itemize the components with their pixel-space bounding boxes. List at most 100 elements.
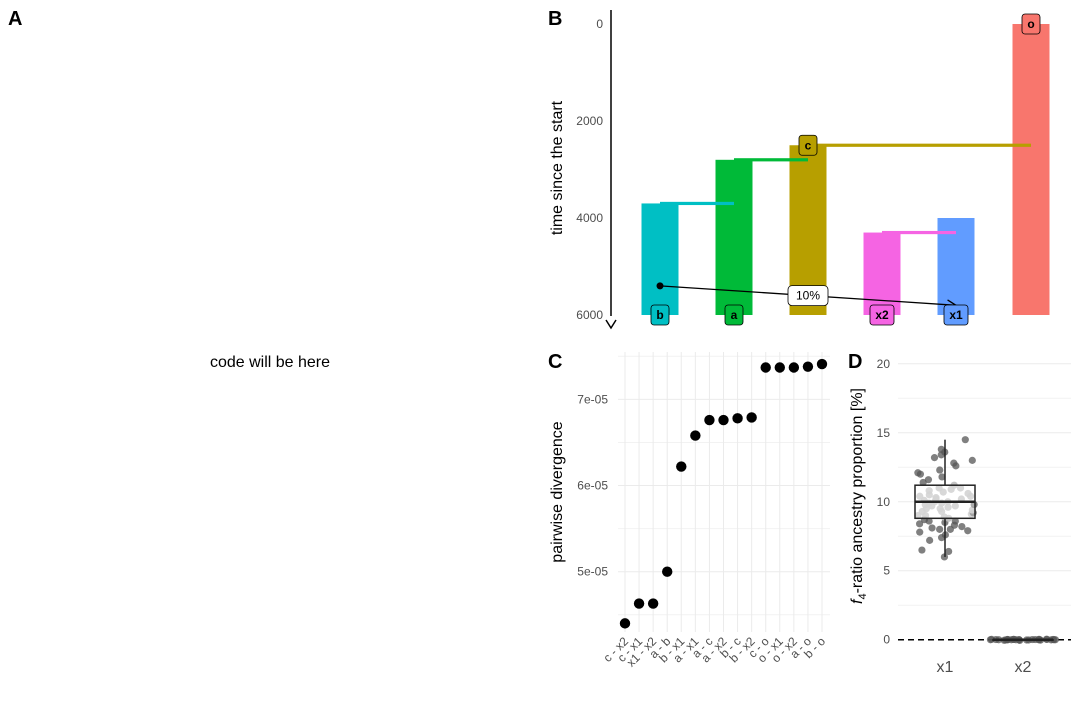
split-line-o-c <box>808 143 1031 147</box>
split-line-x1-x2 <box>882 230 956 235</box>
f4-point-x1 <box>956 484 965 492</box>
split-line-c-a <box>734 158 808 162</box>
div-point <box>647 598 659 609</box>
tree-y-tick-label: 2000 <box>576 114 603 128</box>
pop-branch-o <box>1012 24 1050 315</box>
tip-label-box-c <box>798 134 818 156</box>
panel-b-tree: time since the start 0 2000 4000 6000 10% b a… <box>549 10 1050 330</box>
f4-y-tick-label: 0 <box>883 633 890 647</box>
f4-point-x1 <box>936 466 944 474</box>
split-line-a-b <box>660 201 734 206</box>
f4-point-x1 <box>968 456 976 464</box>
pop-branch-b <box>641 203 679 315</box>
div-point <box>633 598 645 609</box>
tip-label-a: a <box>731 308 738 322</box>
tip-label-box-o <box>1021 13 1041 35</box>
f4-point-x1 <box>918 546 926 554</box>
f4-y-tick-label: 5 <box>883 564 890 578</box>
div-y-tick-label: 7e-05 <box>577 392 608 406</box>
tree-y-tick-label: 4000 <box>576 211 603 225</box>
f4-point-x1 <box>919 478 927 487</box>
divergence-y-axis-title: pairwise divergence <box>549 421 566 563</box>
f4-point-x1 <box>916 528 924 536</box>
f4-point-x1 <box>944 503 952 511</box>
div-point <box>619 618 631 629</box>
gene-flow-label-box <box>787 285 829 307</box>
f4-y-tick-label: 15 <box>877 426 891 440</box>
f4-point-x1 <box>951 502 959 510</box>
f4-point-x1 <box>964 527 972 535</box>
f4-point-x1 <box>914 469 922 477</box>
f4-point-x1 <box>915 520 924 528</box>
f4-point-x1 <box>945 547 953 556</box>
panel-label-d: D <box>848 351 862 373</box>
panel-label-b: B <box>548 8 562 30</box>
div-point <box>746 412 757 423</box>
tree-y-tick-label: 6000 <box>576 308 603 322</box>
f4-point-x1 <box>930 454 939 462</box>
tree-y-tick-label: 0 <box>596 17 603 31</box>
gene-flow-label: 10% <box>796 289 820 303</box>
div-point <box>802 361 814 372</box>
tip-label-box-a <box>724 304 744 326</box>
f4-point-x2 <box>1051 636 1059 644</box>
f4-point-x1 <box>925 487 933 495</box>
f4-point-x1 <box>916 492 924 500</box>
div-point <box>704 414 715 426</box>
f4-y-tick-label: 20 <box>877 357 891 371</box>
tip-label-c: c <box>805 138 812 152</box>
tip-label-box-x1 <box>943 304 969 326</box>
f4-point-x1 <box>961 436 969 444</box>
f4-point-x1 <box>937 445 945 453</box>
f4-point-x1 <box>950 459 958 467</box>
f4-label-f: f <box>849 598 866 604</box>
panel-d-f4ratio: f4-ratio ancestry proportion [%] 0 5 10 15 2… <box>849 357 1071 676</box>
f4-point-x1 <box>958 522 966 531</box>
code-placeholder-text: code will be here <box>210 354 330 371</box>
div-point <box>788 362 800 373</box>
panel-label-a: A <box>8 8 22 30</box>
div-point <box>760 362 771 373</box>
tree-y-axis-title: time since the start <box>549 100 566 235</box>
f4-point-x1 <box>935 484 943 492</box>
div-point <box>774 362 785 373</box>
tip-label-box-b <box>650 304 670 326</box>
f4-x-tick-label: x1 <box>937 659 954 676</box>
f4-point-x1 <box>926 536 934 544</box>
gene-flow-source-point <box>656 282 664 290</box>
div-y-tick-label: 6e-05 <box>577 479 608 493</box>
tip-label-x1: x1 <box>949 308 963 322</box>
time-axis-arrow <box>605 319 617 330</box>
pop-branch-a <box>715 159 753 315</box>
f4-point-x2 <box>986 636 995 644</box>
f4-point-x1 <box>938 473 946 481</box>
pop-branch-x1 <box>937 218 975 315</box>
f4-y-axis-title: f4-ratio ancestry proportion [%] <box>849 388 869 604</box>
panel-label-c: C <box>548 351 562 373</box>
f4-label-rest: -ratio ancestry proportion [%] <box>849 388 866 593</box>
div-point <box>662 566 673 577</box>
div-point <box>676 461 687 472</box>
f4-point-x1 <box>928 524 936 532</box>
div-point <box>816 358 828 370</box>
f4-point-x1 <box>968 506 976 514</box>
f4-label-subscript: 4 <box>857 593 869 599</box>
f4-point-x1 <box>964 489 972 498</box>
tip-label-o: o <box>1027 17 1034 31</box>
div-point <box>690 430 701 441</box>
f4-point-x1 <box>924 476 933 484</box>
f4-point-x1 <box>936 505 944 513</box>
tip-label-box-x2 <box>869 304 895 326</box>
f4-x-tick-label: x2 <box>1015 659 1032 676</box>
f4-point-x1 <box>951 517 959 525</box>
div-y-tick-label: 5e-05 <box>577 565 608 579</box>
tip-label-b: b <box>656 308 663 322</box>
f4-point-x1 <box>932 494 940 502</box>
f4-y-tick-label: 10 <box>877 495 891 509</box>
div-point <box>732 413 743 424</box>
tip-label-x2: x2 <box>875 308 889 322</box>
div-point <box>718 414 729 426</box>
pop-branch-x2 <box>863 232 901 315</box>
